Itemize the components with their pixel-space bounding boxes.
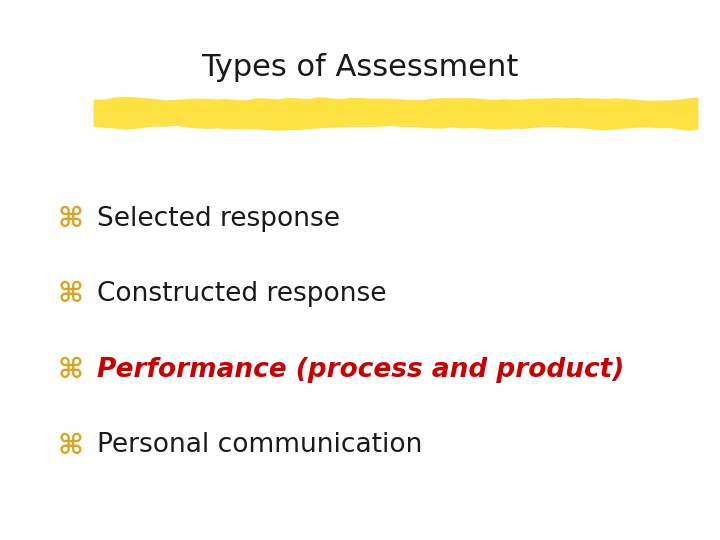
Text: Selected response: Selected response: [97, 206, 340, 232]
Text: ⌘: ⌘: [58, 431, 84, 460]
Text: ⌘: ⌘: [58, 356, 84, 384]
Polygon shape: [94, 111, 698, 127]
Text: Personal communication: Personal communication: [97, 433, 423, 458]
Text: Types of Assessment: Types of Assessment: [202, 53, 518, 82]
Text: Performance (process and product): Performance (process and product): [97, 357, 624, 383]
Text: ⌘: ⌘: [58, 280, 84, 308]
Polygon shape: [94, 97, 698, 131]
Text: Constructed response: Constructed response: [97, 281, 387, 307]
Text: ⌘: ⌘: [58, 205, 84, 233]
